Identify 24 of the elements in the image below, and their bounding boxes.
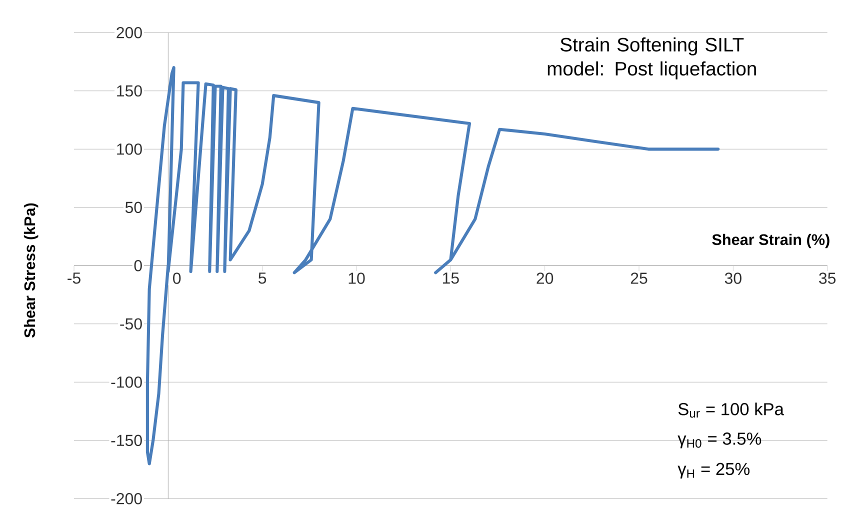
annotation: γ$_{H0}$ = 3.5% (678, 432, 762, 448)
y-tick-label: -150 (111, 434, 142, 446)
x-tick-label: 20 (536, 272, 554, 284)
x-tick-label: 15 (442, 272, 459, 284)
y-tick-label: 100 (117, 144, 142, 155)
annotation: S$_{ur}$ = 100 kPa (678, 402, 784, 418)
x-tick-label: 5 (258, 272, 266, 284)
x-tick-label: 25 (630, 272, 648, 284)
y-tick-label: -100 (111, 376, 142, 388)
annotation: γ$_{H}$ = 25% (678, 463, 750, 479)
x-tick-label: 0 (173, 272, 181, 284)
x-tick-label: 10 (348, 272, 365, 284)
y-tick-label: 50 (125, 202, 142, 214)
y-tick-label: 200 (116, 27, 142, 38)
text: Strain Softening SILT model: Post liquefaction (548, 38, 756, 80)
y-tick-label: 150 (117, 85, 142, 97)
y-tick-label: 0 (134, 260, 142, 272)
y-axis-title: Shear Stress (kPa) (24, 204, 38, 338)
x-tick-label: 35 (819, 272, 836, 284)
y-tick-label: -50 (120, 318, 142, 330)
x-tick-label: -5 (68, 272, 80, 284)
y-tick-label: -200 (111, 493, 142, 504)
x-axis-title: Shear Strain (%) (712, 234, 830, 248)
x-tick-label: 30 (724, 272, 742, 284)
